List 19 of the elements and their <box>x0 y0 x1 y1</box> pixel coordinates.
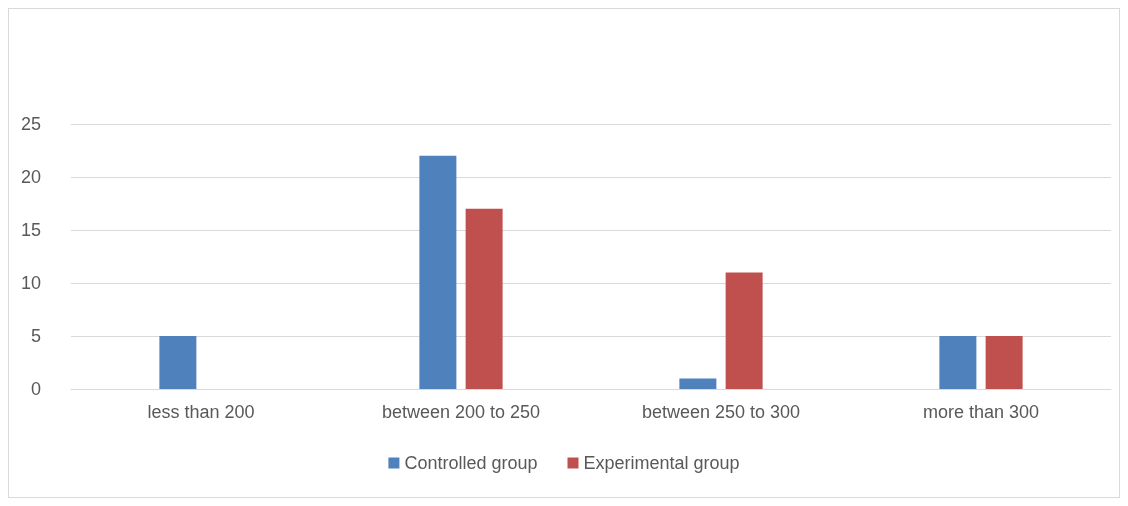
y-tick-label: 5 <box>30 326 41 346</box>
bar <box>159 336 197 389</box>
bar <box>465 208 503 389</box>
bar <box>419 155 457 389</box>
y-tick-label: 20 <box>20 167 41 187</box>
legend-label: Experimental group <box>583 453 740 473</box>
y-tick-label: 25 <box>20 114 41 134</box>
x-tick-label: between 250 to 300 <box>641 402 801 422</box>
x-tick-label: more than 300 <box>922 402 1040 422</box>
bar <box>679 378 717 389</box>
x-tick-label: between 200 to 250 <box>381 402 541 422</box>
bar <box>725 272 763 389</box>
y-tick-label: 15 <box>20 220 41 240</box>
y-tick-label: 0 <box>30 379 41 399</box>
legend-label: Controlled group <box>404 453 538 473</box>
x-tick-label: less than 200 <box>147 402 255 422</box>
y-tick-label: 10 <box>20 273 41 293</box>
bar <box>985 336 1023 389</box>
bar <box>939 336 977 389</box>
